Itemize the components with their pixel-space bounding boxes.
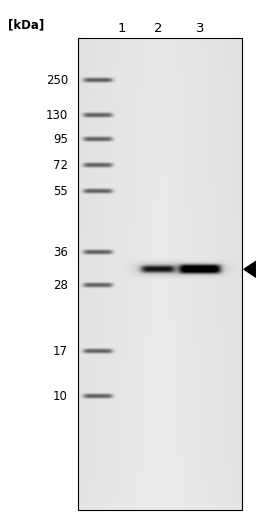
Text: 95: 95 xyxy=(53,133,68,146)
Text: 28: 28 xyxy=(53,279,68,293)
Text: 17: 17 xyxy=(53,345,68,359)
Text: 130: 130 xyxy=(46,109,68,122)
Text: [kDa]: [kDa] xyxy=(8,18,44,31)
Bar xyxy=(78,38,242,510)
Text: 3: 3 xyxy=(196,22,204,35)
Text: 10: 10 xyxy=(53,390,68,403)
Text: 250: 250 xyxy=(46,74,68,87)
Text: 36: 36 xyxy=(53,246,68,259)
Text: 55: 55 xyxy=(53,185,68,198)
Polygon shape xyxy=(244,261,256,277)
Text: 72: 72 xyxy=(53,159,68,172)
Text: 2: 2 xyxy=(154,22,162,35)
Text: 1: 1 xyxy=(118,22,126,35)
